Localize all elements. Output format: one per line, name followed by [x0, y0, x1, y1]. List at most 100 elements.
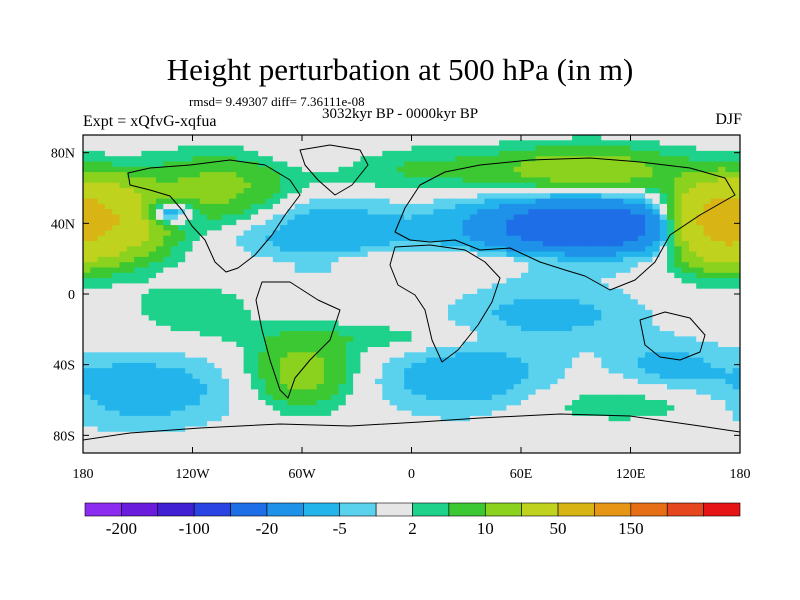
field-cell [199, 315, 208, 322]
field-cell [572, 288, 580, 295]
field-cell [564, 272, 573, 279]
field-cell [192, 214, 201, 221]
field-cell [703, 405, 712, 412]
field-cell [513, 410, 522, 417]
field-cell [199, 405, 208, 412]
field-cell [382, 347, 391, 353]
field-cell [491, 362, 500, 369]
field-cell [141, 156, 150, 163]
field-cell [156, 294, 164, 300]
field-cell [572, 373, 580, 380]
field-cell [426, 304, 434, 311]
field-cell [221, 384, 230, 390]
field-cell [521, 219, 529, 226]
field-cell [725, 225, 734, 231]
field-cell [608, 272, 617, 279]
field-cell [280, 331, 288, 337]
field-cell [710, 219, 719, 226]
field-cell [594, 384, 602, 390]
field-cell [126, 283, 135, 290]
field-cell [440, 373, 449, 380]
field-cell [418, 400, 427, 406]
field-cell [491, 415, 500, 422]
field-cell [83, 309, 91, 316]
field-cell [338, 161, 347, 168]
field-cell [243, 331, 252, 337]
field-cell [302, 150, 310, 157]
field-cell [594, 288, 602, 295]
field-cell [323, 166, 332, 173]
field-cell [199, 389, 208, 396]
field-cell [550, 193, 559, 200]
field-cell [338, 384, 347, 390]
field-cell [104, 135, 113, 141]
field-cell [316, 177, 325, 184]
field-cell [119, 415, 128, 422]
field-cell [659, 188, 668, 194]
field-cell [119, 235, 128, 242]
field-cell [280, 198, 288, 205]
field-cell [97, 193, 106, 200]
field-cell [302, 400, 310, 406]
field-cell [287, 241, 296, 247]
field-cell [440, 235, 449, 242]
field-cell [83, 378, 91, 385]
field-cell [586, 389, 595, 396]
field-cell [309, 357, 318, 364]
field-cell [367, 272, 376, 279]
field-cell [345, 230, 354, 237]
field-cell [367, 278, 376, 284]
field-cell [236, 214, 245, 221]
field-cell [170, 230, 179, 237]
field-cell [243, 209, 252, 216]
field-cell [316, 161, 325, 168]
field-cell [90, 219, 99, 226]
field-cell [192, 177, 201, 184]
field-cell [418, 405, 427, 412]
field-cell [126, 309, 135, 316]
field-cell [148, 193, 157, 200]
field-cell [156, 156, 164, 163]
field-cell [375, 135, 383, 141]
field-cell [718, 394, 726, 401]
field-cell [243, 219, 252, 226]
field-cell [513, 230, 522, 237]
field-cell [506, 262, 515, 269]
field-cell [674, 410, 683, 417]
field-cell [119, 336, 128, 343]
field-cell [550, 262, 559, 269]
field-cell [207, 177, 215, 184]
field-cell [126, 219, 135, 226]
field-cell [659, 373, 668, 380]
field-cell [302, 251, 310, 258]
field-cell [615, 368, 624, 375]
field-cell [506, 177, 515, 184]
field-cell [506, 241, 515, 247]
field-cell [637, 172, 646, 178]
field-cell [404, 405, 413, 412]
field-cell [367, 193, 376, 200]
field-cell [535, 394, 544, 401]
field-cell [192, 347, 201, 353]
field-cell [389, 267, 398, 274]
field-cell [630, 341, 639, 348]
field-cell [170, 188, 179, 194]
field-cell [594, 135, 602, 141]
field-cell [499, 299, 507, 306]
stats-text: rmsd= 9.49307 diff= 7.36111e-08 [189, 94, 365, 109]
field-cell [258, 352, 267, 359]
field-cell [323, 357, 332, 364]
field-cell [535, 272, 544, 279]
field-cell [550, 203, 559, 210]
field-cell [221, 219, 230, 226]
field-cell [681, 362, 690, 369]
field-cell [608, 135, 617, 141]
field-cell [221, 394, 230, 401]
field-cell [236, 182, 245, 189]
field-cell [521, 278, 529, 284]
field-cell [732, 251, 740, 258]
field-cell [243, 150, 252, 157]
field-cell [608, 188, 617, 194]
field-cell [433, 294, 442, 300]
field-cell [696, 389, 705, 396]
